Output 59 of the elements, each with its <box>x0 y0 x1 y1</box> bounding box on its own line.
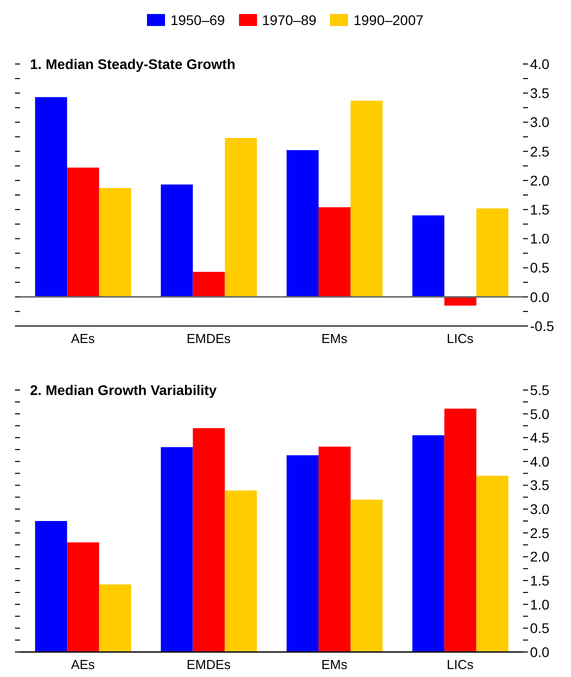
bar <box>35 521 68 652</box>
x-tick-label: EMs <box>321 657 348 672</box>
bar <box>224 490 257 652</box>
y-tick-label: 2.5 <box>530 143 550 160</box>
bar <box>350 100 383 297</box>
bar <box>412 435 444 652</box>
bar <box>444 408 476 652</box>
bar <box>286 150 319 297</box>
x-tick-label: LICs <box>446 331 474 346</box>
y-tick-label: 4.5 <box>530 430 550 446</box>
y-tick-label: 3.5 <box>530 477 550 494</box>
x-tick-label: EMs <box>321 331 348 346</box>
y-tick-label: 3.0 <box>530 114 550 130</box>
bar <box>476 476 508 652</box>
legend-label: 1950–69 <box>170 12 225 28</box>
chart-title: 1. Median Steady-State Growth <box>30 56 236 72</box>
bar <box>99 188 132 297</box>
bar <box>318 207 351 297</box>
x-tick-label: LICs <box>446 657 474 672</box>
bar <box>35 97 68 297</box>
y-tick-label: 0.0 <box>530 288 550 305</box>
x-tick-label: AEs <box>70 331 96 346</box>
x-tick-label: AEs <box>70 657 96 672</box>
y-tick-label: 5.5 <box>530 382 550 398</box>
x-tick-label: EMDEs <box>186 657 232 672</box>
bar <box>412 215 444 297</box>
bar <box>444 296 476 306</box>
bar <box>476 208 508 297</box>
y-tick-label: 4.0 <box>530 453 550 470</box>
bar <box>192 272 225 297</box>
y-tick-label: 1.5 <box>530 572 550 589</box>
legend-label: 1990–2007 <box>353 12 424 28</box>
y-tick-label: 1.0 <box>530 230 550 247</box>
bar <box>350 500 383 652</box>
bar <box>318 446 351 652</box>
y-tick-label: 2.5 <box>530 524 550 541</box>
bar <box>160 184 193 297</box>
bar <box>160 447 193 652</box>
y-tick-label: 2.0 <box>530 548 550 565</box>
legend-label: 1970–89 <box>262 12 316 28</box>
y-tick-label: 3.5 <box>530 85 550 102</box>
bar <box>192 428 225 652</box>
y-tick-label: 0.5 <box>530 260 550 276</box>
y-tick-label: 0.0 <box>530 644 550 660</box>
y-tick-label: 2.0 <box>530 172 550 188</box>
y-tick-label: 5.0 <box>530 406 550 422</box>
y-tick-label: 1.5 <box>530 202 550 218</box>
bar <box>286 455 319 652</box>
y-tick-label: 4.0 <box>530 56 550 72</box>
bar <box>224 138 257 297</box>
bar <box>99 584 132 652</box>
y-tick-label: 3.0 <box>530 501 550 518</box>
chart-title: 2. Median Growth Variability <box>30 382 217 398</box>
bar <box>67 168 100 297</box>
y-tick-label: 1.0 <box>530 596 550 612</box>
y-tick-label: -0.5 <box>530 318 554 334</box>
bar <box>67 542 100 652</box>
y-tick-label: 0.5 <box>530 620 550 636</box>
x-tick-label: EMDEs <box>186 331 232 346</box>
